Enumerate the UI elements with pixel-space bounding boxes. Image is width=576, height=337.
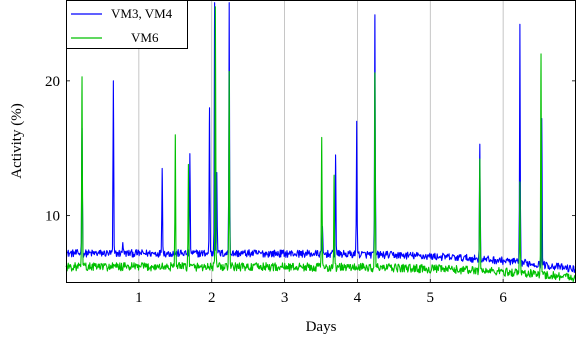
x-tick-label: 3 bbox=[281, 290, 289, 306]
legend: VM3, VM4 VM6 bbox=[66, 0, 188, 49]
legend-label-vm6: VM6 bbox=[131, 30, 159, 45]
x-tick-label: 4 bbox=[354, 290, 362, 306]
legend-box bbox=[66, 0, 188, 49]
grid-lines bbox=[138, 0, 504, 283]
x-tick-label: 5 bbox=[427, 290, 435, 306]
y-tick-label: 20 bbox=[45, 74, 60, 90]
y-axis-title: Activity (%) bbox=[9, 103, 25, 178]
axis-ticks: 1 2 3 4 5 6 10 20 bbox=[45, 74, 576, 306]
x-tick-label: 2 bbox=[208, 290, 216, 306]
series-lines bbox=[65, 2, 576, 283]
x-axis-title: Days bbox=[306, 319, 337, 335]
series-line-vm6 bbox=[65, 6, 576, 283]
y-tick-label: 10 bbox=[45, 209, 60, 225]
series-line-vm3-vm4 bbox=[65, 2, 576, 273]
x-tick-label: 1 bbox=[135, 290, 143, 306]
x-tick-label: 6 bbox=[499, 290, 507, 306]
legend-label-vm3-vm4: VM3, VM4 bbox=[111, 6, 173, 21]
